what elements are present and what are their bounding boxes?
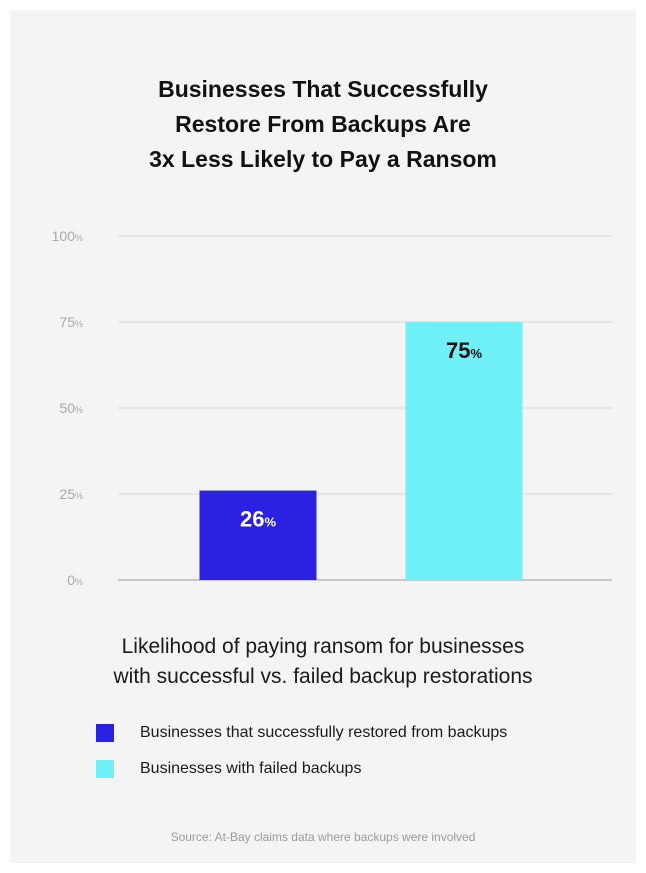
legend-label-failed: Businesses with failed backups [140,760,362,777]
data-label-unit: % [470,346,482,361]
chart-title: Businesses That Successfully Restore Fro… [10,72,636,177]
legend-swatch-failed [96,760,114,778]
chart-card: Businesses That Successfully Restore Fro… [10,10,636,863]
data-label-unit: % [264,515,276,530]
y-tick-label: 0% [67,572,83,588]
y-tick-unit: % [75,491,83,501]
y-tick-label: 75% [59,314,83,330]
legend-swatch-success [96,724,114,742]
chart-title-line: Restore From Backups Are [175,111,471,137]
bar-success [199,490,317,580]
y-tick-unit: % [75,577,83,587]
chart-title-line: 3x Less Likely to Pay a Ransom [149,146,497,172]
bar-chart: 0%25%50%75%100%26%75% [52,228,612,588]
chart-subtitle: Likelihood of paying ransom for business… [10,632,636,692]
chart-subtitle-line: Likelihood of paying ransom for business… [121,635,525,658]
legend-label-success: Businesses that successfully restored fr… [140,724,508,741]
chart-subtitle-line: with successful vs. failed backup restor… [113,665,533,688]
bar-failed [405,322,523,580]
source-note: Source: At-Bay claims data where backups… [170,830,476,844]
y-tick-unit: % [75,233,83,243]
y-tick-label: 50% [59,400,83,416]
y-tick-unit: % [75,319,83,329]
y-tick-label: 100% [52,228,83,244]
y-tick-unit: % [75,405,83,415]
chart-title-line: Businesses That Successfully [158,76,488,102]
y-tick-label: 25% [59,486,83,502]
